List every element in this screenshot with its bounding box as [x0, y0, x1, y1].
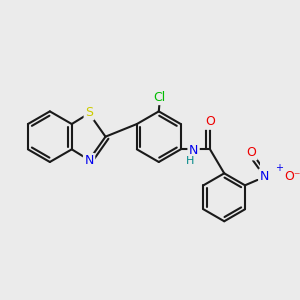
Text: +: + [275, 163, 283, 172]
Text: N: N [260, 170, 269, 183]
Text: O⁻: O⁻ [284, 170, 300, 183]
Text: O: O [205, 115, 215, 128]
Text: N: N [189, 144, 198, 157]
Text: H: H [186, 156, 194, 166]
Text: S: S [85, 106, 93, 119]
Text: O: O [246, 146, 256, 159]
Text: N: N [84, 154, 94, 167]
Text: Cl: Cl [154, 91, 166, 104]
